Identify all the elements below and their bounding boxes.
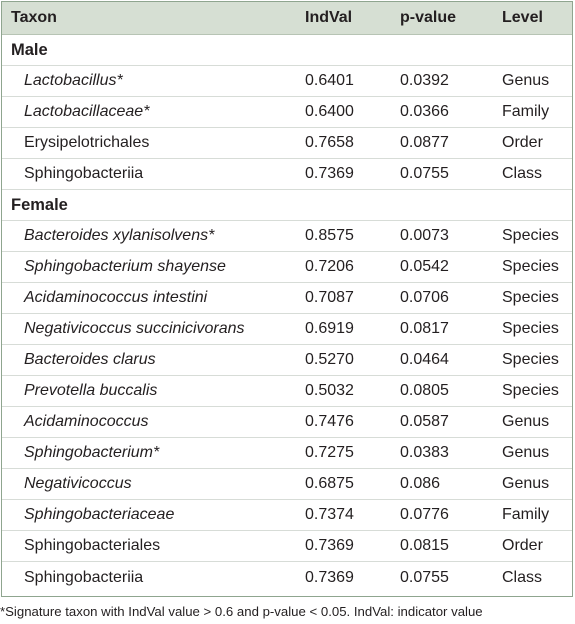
taxon-cell: Sphingobacteriia bbox=[24, 568, 144, 586]
table-row: Sphingobacteriia 0.7369 0.0755 Class bbox=[2, 562, 572, 593]
table-row: Acidaminococcus 0.7476 0.0587 Genus bbox=[2, 407, 572, 438]
pvalue-cell: 0.0383 bbox=[400, 444, 449, 461]
header-taxon: Taxon bbox=[11, 9, 57, 26]
pvalue-cell: 0.0755 bbox=[400, 165, 449, 182]
indval-cell: 0.6401 bbox=[305, 72, 354, 89]
table-row: Sphingobacteriales 0.7369 0.0815 Order bbox=[2, 531, 572, 562]
pvalue-cell: 0.086 bbox=[400, 475, 441, 492]
table-row: Negativicoccus 0.6875 0.086 Genus bbox=[2, 469, 572, 500]
pvalue-cell: 0.0366 bbox=[400, 103, 449, 120]
pvalue-cell: 0.0817 bbox=[400, 320, 449, 337]
taxon-cell: Sphingobacteriaceae bbox=[24, 506, 175, 523]
pvalue-cell: 0.0542 bbox=[400, 258, 449, 275]
level-cell: Species bbox=[502, 289, 559, 306]
taxon-cell: Lactobacillus* bbox=[24, 72, 123, 89]
level-cell: Species bbox=[502, 351, 559, 368]
level-cell: Species bbox=[502, 320, 559, 337]
table-row: Erysipelotrichales 0.7658 0.0877 Order bbox=[2, 128, 572, 159]
level-cell: Genus bbox=[502, 475, 550, 492]
indicator-taxa-table: Taxon IndVal p-value Level Male Lactobaci… bbox=[1, 1, 573, 597]
indval-cell: 0.6400 bbox=[305, 103, 354, 120]
taxon-cell: Bacteroides xylanisolvens* bbox=[24, 227, 215, 244]
pvalue-cell: 0.0073 bbox=[400, 227, 449, 244]
header-level: Level bbox=[502, 9, 543, 26]
taxon-cell: Prevotella buccalis bbox=[24, 382, 158, 399]
indval-cell: 0.7275 bbox=[305, 444, 354, 461]
level-cell: Order bbox=[502, 537, 543, 554]
table-row: Lactobacillaceae* 0.6400 0.0366 Family bbox=[2, 97, 572, 128]
table-row: Bacteroides xylanisolvens* 0.8575 0.0073 Sp… bbox=[2, 221, 572, 252]
level-cell: Genus bbox=[502, 72, 550, 89]
indval-cell: 0.7369 bbox=[305, 537, 354, 554]
taxon-cell: Acidaminococcus intestini bbox=[24, 289, 208, 306]
indval-cell: 0.5270 bbox=[305, 351, 354, 368]
table-row: Sphingobacterium shayense 0.7206 0.0542 Spe… bbox=[2, 252, 572, 283]
indval-cell: 0.7087 bbox=[305, 289, 354, 306]
taxon-cell: Erysipelotrichales bbox=[24, 134, 150, 151]
table-row: Acidaminococcus intestini 0.7087 0.0706 Spe… bbox=[2, 283, 572, 314]
pvalue-cell: 0.0587 bbox=[400, 413, 449, 430]
indval-cell: 0.7374 bbox=[305, 506, 354, 523]
pvalue-cell: 0.0392 bbox=[400, 72, 449, 89]
taxon-cell: Negativicoccus bbox=[24, 475, 132, 492]
level-cell: Genus bbox=[502, 444, 550, 461]
pvalue-cell: 0.0776 bbox=[400, 506, 449, 523]
indval-cell: 0.5032 bbox=[305, 382, 354, 399]
group-row-female: Female bbox=[2, 190, 572, 221]
pvalue-cell: 0.0805 bbox=[400, 382, 449, 399]
level-cell: Class bbox=[502, 165, 543, 182]
indval-cell: 0.6875 bbox=[305, 475, 354, 492]
level-cell: Species bbox=[502, 227, 559, 244]
indval-cell: 0.7206 bbox=[305, 258, 354, 275]
indval-cell: 0.7476 bbox=[305, 413, 354, 430]
level-cell: Family bbox=[502, 506, 550, 523]
indval-cell: 0.7658 bbox=[305, 134, 354, 151]
taxon-cell: Sphingobacteriales bbox=[24, 537, 161, 554]
level-cell: Family bbox=[502, 103, 550, 120]
level-cell: Species bbox=[502, 382, 559, 399]
indval-cell: 0.6919 bbox=[305, 320, 354, 337]
level-cell: Class bbox=[502, 568, 543, 586]
header-indval: IndVal bbox=[305, 9, 353, 26]
pvalue-cell: 0.0755 bbox=[400, 568, 449, 586]
indval-cell: 0.7369 bbox=[305, 568, 354, 586]
level-cell: Order bbox=[502, 134, 543, 151]
taxon-cell: Sphingobacteriia bbox=[24, 165, 144, 182]
taxon-cell: Bacteroides clarus bbox=[24, 351, 156, 368]
level-cell: Species bbox=[502, 258, 559, 275]
pvalue-cell: 0.0706 bbox=[400, 289, 449, 306]
header-pvalue: p-value bbox=[400, 9, 457, 26]
table-row: Bacteroides clarus 0.5270 0.0464 Species bbox=[2, 345, 572, 376]
taxon-cell: Negativicoccus succinicivorans bbox=[24, 320, 245, 337]
table-row: Lactobacillus* 0.6401 0.0392 Genus bbox=[2, 66, 572, 97]
taxon-cell: Acidaminococcus bbox=[24, 413, 149, 430]
pvalue-cell: 0.0464 bbox=[400, 351, 449, 368]
table-row: Negativicoccus succinicivorans 0.6919 0.08… bbox=[2, 314, 572, 345]
table-footnote: *Signature taxon with IndVal value > 0.6… bbox=[0, 604, 483, 619]
taxon-cell: Sphingobacterium* bbox=[24, 444, 160, 461]
taxon-cell: Lactobacillaceae* bbox=[24, 103, 150, 120]
table-row: Prevotella buccalis 0.5032 0.0805 Species bbox=[2, 376, 572, 407]
table-header-row: Taxon IndVal p-value Level bbox=[2, 2, 572, 35]
table-row: Sphingobacteriia 0.7369 0.0755 Class bbox=[2, 159, 572, 190]
pvalue-cell: 0.0815 bbox=[400, 537, 449, 554]
table-row: Sphingobacterium* 0.7275 0.0383 Genus bbox=[2, 438, 572, 469]
group-row-male: Male bbox=[2, 35, 572, 66]
indval-cell: 0.7369 bbox=[305, 165, 354, 182]
indval-cell: 0.8575 bbox=[305, 227, 354, 244]
pvalue-cell: 0.0877 bbox=[400, 134, 449, 151]
taxon-cell: Sphingobacterium shayense bbox=[24, 258, 226, 275]
table-body: Male Lactobacillus* 0.6401 0.0392 Genus Lacto… bbox=[2, 35, 572, 593]
table-row: Sphingobacteriaceae 0.7374 0.0776 Family bbox=[2, 500, 572, 531]
level-cell: Genus bbox=[502, 413, 550, 430]
